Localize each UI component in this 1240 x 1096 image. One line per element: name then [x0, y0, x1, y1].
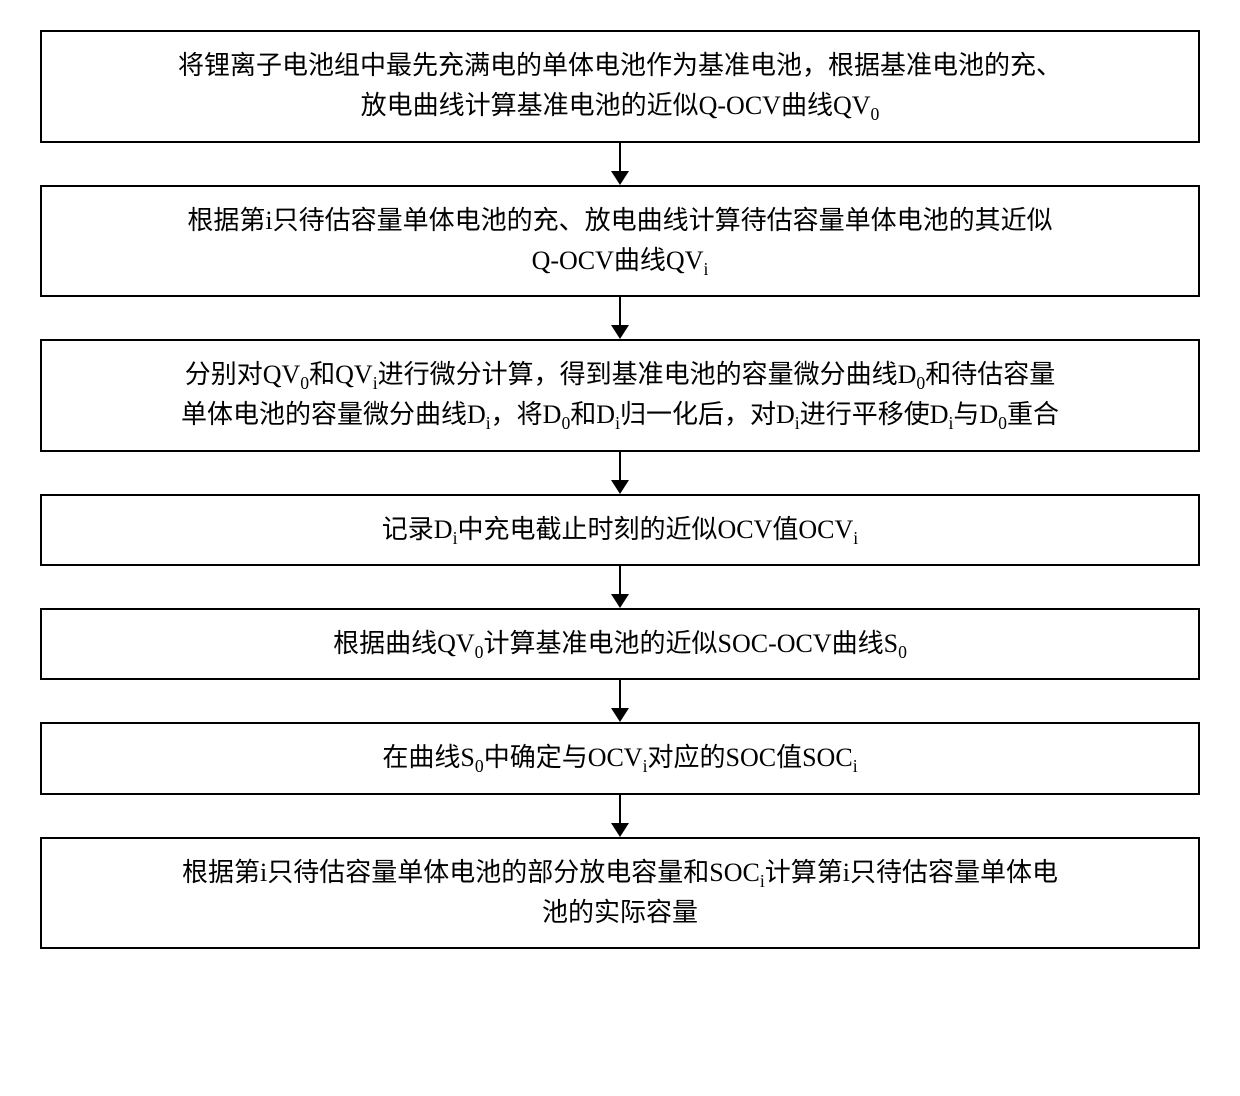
arrow-head-icon: [611, 594, 629, 608]
arrow-down: [611, 452, 629, 494]
text-segment: 在曲线S: [382, 743, 474, 772]
flow-step-step1: 将锂离子电池组中最先充满电的单体电池作为基准电池，根据基准电池的充、放电曲线计算…: [40, 30, 1200, 143]
step-line: 将锂离子电池组中最先充满电的单体电池作为基准电池，根据基准电池的充、: [62, 46, 1178, 86]
arrow-shaft: [619, 297, 621, 325]
arrow-down: [611, 795, 629, 837]
step-line: 池的实际容量: [62, 893, 1178, 933]
arrow-shaft: [619, 566, 621, 594]
text-segment: 根据曲线QV: [333, 629, 475, 658]
subscript: i: [703, 259, 708, 279]
subscript: 0: [898, 642, 907, 662]
arrow-down: [611, 143, 629, 185]
text-segment: 计算基准电池的近似SOC-OCV曲线S: [483, 629, 898, 658]
arrow-head-icon: [611, 171, 629, 185]
subscript: 0: [916, 373, 925, 393]
text-segment: 重合: [1007, 400, 1059, 429]
arrow-down: [611, 566, 629, 608]
arrow-shaft: [619, 680, 621, 708]
arrow-head-icon: [611, 325, 629, 339]
arrow-down: [611, 680, 629, 722]
text-segment: 计算第i只待估容量单体电: [765, 858, 1058, 887]
text-segment: 将锂离子电池组中最先充满电的单体电池作为基准电池，根据基准电池的充、: [178, 51, 1062, 80]
subscript: 0: [998, 414, 1007, 434]
flow-step-step7: 根据第i只待估容量单体电池的部分放电容量和SOCi计算第i只待估容量单体电池的实…: [40, 837, 1200, 950]
subscript: 0: [475, 757, 484, 777]
step-line: 根据曲线QV0计算基准电池的近似SOC-OCV曲线S0: [62, 624, 1178, 664]
text-segment: 记录D: [382, 515, 453, 544]
text-segment: 和D: [570, 400, 615, 429]
step-line: 记录Di中充电截止时刻的近似OCV值OCVi: [62, 510, 1178, 550]
text-segment: 中充电截止时刻的近似OCV值OCV: [457, 515, 853, 544]
subscript: i: [853, 528, 858, 548]
text-segment: ，将D: [491, 400, 562, 429]
flow-step-step5: 根据曲线QV0计算基准电池的近似SOC-OCV曲线S0: [40, 608, 1200, 680]
text-segment: 和待估容量: [925, 360, 1055, 389]
text-segment: 单体电池的容量微分曲线D: [181, 400, 486, 429]
arrow-shaft: [619, 452, 621, 480]
step-line: 根据第i只待估容量单体电池的充、放电曲线计算待估容量单体电池的其近似: [62, 201, 1178, 241]
subscript: 0: [561, 414, 570, 434]
text-segment: 分别对QV: [185, 360, 301, 389]
arrow-shaft: [619, 143, 621, 171]
flow-step-step6: 在曲线S0中确定与OCVi对应的SOC值SOCi: [40, 722, 1200, 794]
text-segment: 根据第i只待估容量单体电池的充、放电曲线计算待估容量单体电池的其近似: [187, 206, 1052, 235]
text-segment: 放电曲线计算基准电池的近似Q-OCV曲线QV: [361, 91, 871, 120]
text-segment: 进行微分计算，得到基准电池的容量微分曲线D: [378, 360, 917, 389]
text-segment: 中确定与OCV: [484, 743, 643, 772]
step-line: 在曲线S0中确定与OCVi对应的SOC值SOCi: [62, 738, 1178, 778]
text-segment: 与D: [953, 400, 998, 429]
text-segment: 和QV: [309, 360, 373, 389]
arrow-head-icon: [611, 823, 629, 837]
text-segment: 根据第i只待估容量单体电池的部分放电容量和SOC: [182, 858, 760, 887]
flow-step-step4: 记录Di中充电截止时刻的近似OCV值OCVi: [40, 494, 1200, 566]
step-line: 根据第i只待估容量单体电池的部分放电容量和SOCi计算第i只待估容量单体电: [62, 853, 1178, 893]
text-segment: Q-OCV曲线QV: [532, 246, 704, 275]
arrow-shaft: [619, 795, 621, 823]
arrow-head-icon: [611, 480, 629, 494]
subscript: i: [853, 757, 858, 777]
subscript: 0: [300, 373, 309, 393]
text-segment: 池的实际容量: [542, 898, 698, 927]
text-segment: 对应的SOC值SOC: [648, 743, 853, 772]
flow-step-step3: 分别对QV0和QVi进行微分计算，得到基准电池的容量微分曲线D0和待估容量单体电…: [40, 339, 1200, 452]
step-line: 单体电池的容量微分曲线Di，将D0和Di归一化后，对Di进行平移使Di与D0重合: [62, 395, 1178, 435]
step-line: 放电曲线计算基准电池的近似Q-OCV曲线QV0: [62, 86, 1178, 126]
text-segment: 归一化后，对D: [620, 400, 795, 429]
flow-step-step2: 根据第i只待估容量单体电池的充、放电曲线计算待估容量单体电池的其近似 Q-OCV曲…: [40, 185, 1200, 298]
arrow-head-icon: [611, 708, 629, 722]
subscript: 0: [871, 104, 880, 124]
text-segment: 进行平移使D: [800, 400, 949, 429]
step-line: 分别对QV0和QVi进行微分计算，得到基准电池的容量微分曲线D0和待估容量: [62, 355, 1178, 395]
arrow-down: [611, 297, 629, 339]
flowchart-container: 将锂离子电池组中最先充满电的单体电池作为基准电池，根据基准电池的充、放电曲线计算…: [40, 30, 1200, 949]
step-line: Q-OCV曲线QVi: [62, 241, 1178, 281]
